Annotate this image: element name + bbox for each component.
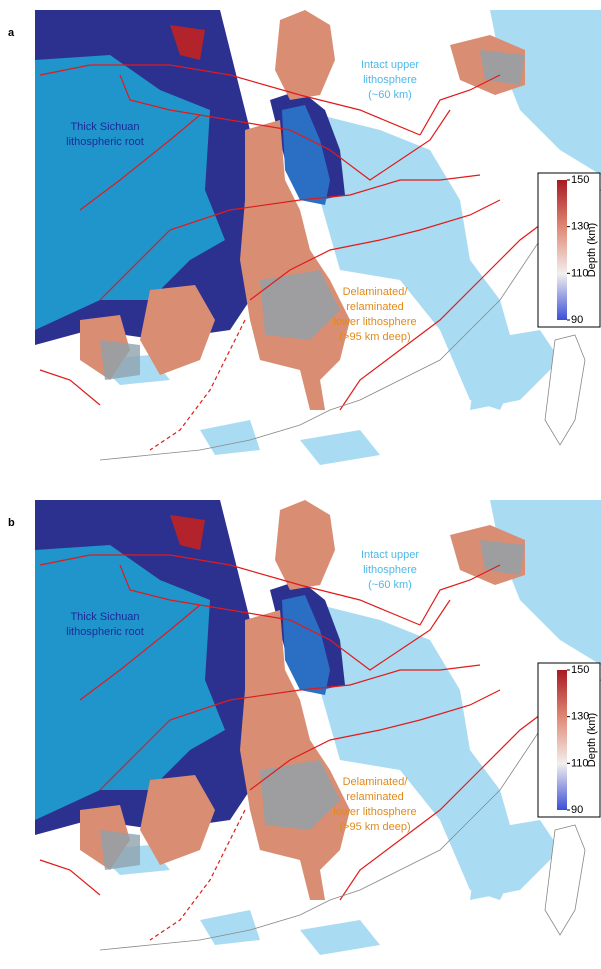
delaminated-body — [275, 10, 335, 100]
annotation: (>95 km deep) — [339, 821, 410, 833]
annotation: Delaminated/ — [343, 286, 409, 298]
annotation: (>95 km deep) — [339, 331, 410, 343]
annotation: lower lithosphere — [333, 806, 416, 818]
figure: a Intact upper lithosphere (~60 km) Thick Si… — [0, 0, 601, 969]
colorbar-title: Depth (km) — [586, 713, 598, 767]
annotation: lithospheric root — [66, 626, 144, 638]
annotation: Thick Sichuan — [70, 611, 139, 623]
thin-lithosphere — [490, 500, 601, 665]
thin-lithosphere — [200, 910, 260, 945]
thin-lithosphere — [470, 330, 560, 410]
colorbar-tick-label: 90 — [571, 804, 583, 816]
thin-lithosphere — [300, 920, 380, 955]
annotation: (~60 km) — [368, 89, 412, 101]
thin-lithosphere — [490, 10, 601, 175]
map-panel: b Intact upper lithosphere (~60 km) Thick Si… — [8, 500, 601, 955]
colorbar-title: Depth (km) — [586, 223, 598, 277]
annotation: Thick Sichuan — [70, 121, 139, 133]
annotation: relaminated — [346, 301, 403, 313]
delaminated-body — [100, 830, 140, 870]
fault-line — [40, 370, 100, 405]
annotation: lithosphere — [363, 564, 417, 576]
thin-lithosphere — [300, 430, 380, 465]
colorbar-tick-label: 150 — [571, 174, 589, 186]
annotation: lithosphere — [363, 74, 417, 86]
colorbar-tick-label: 90 — [571, 314, 583, 326]
annotation: relaminated — [346, 791, 403, 803]
delaminated-body — [480, 540, 525, 575]
map-panel: a Intact upper lithosphere (~60 km) Thick Si… — [8, 10, 601, 465]
annotation: (~60 km) — [368, 579, 412, 591]
delaminated-body — [100, 340, 140, 380]
colorbar-tick-label: 150 — [571, 664, 589, 676]
panel-label: b — [8, 517, 15, 529]
fault-line — [40, 860, 100, 895]
annotation: Intact upper — [361, 59, 419, 71]
annotation: Intact upper — [361, 549, 419, 561]
delaminated-body — [275, 500, 335, 590]
colorbar-gradient — [557, 670, 567, 810]
thin-lithosphere — [200, 420, 260, 455]
colorbar-gradient — [557, 180, 567, 320]
panel-label: a — [8, 27, 15, 39]
thin-lithosphere — [470, 820, 560, 900]
annotation: lithospheric root — [66, 136, 144, 148]
annotation: lower lithosphere — [333, 316, 416, 328]
annotation: Delaminated/ — [343, 776, 409, 788]
delaminated-body — [480, 50, 525, 85]
